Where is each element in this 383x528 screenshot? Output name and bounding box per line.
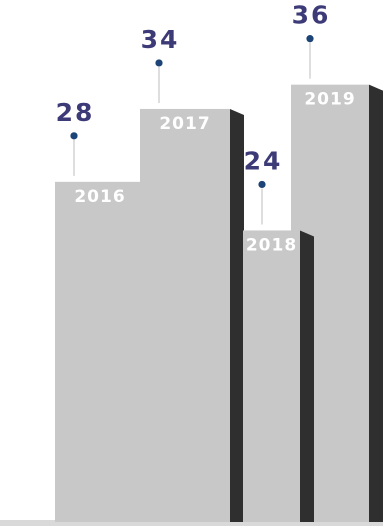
bar-shadow — [369, 84, 383, 522]
value-marker — [70, 132, 78, 140]
bar — [140, 108, 230, 522]
value-marker — [306, 35, 314, 43]
bar-shadow — [230, 108, 244, 522]
bar — [55, 181, 145, 522]
value-label: 34 — [141, 25, 180, 54]
category-label: 2018 — [246, 235, 297, 255]
category-label: 2017 — [159, 114, 210, 134]
value-marker — [258, 180, 266, 189]
bar-shadow — [300, 230, 314, 522]
category-label: 2019 — [304, 90, 355, 110]
value-label: 28 — [56, 98, 95, 127]
category-label: 2016 — [74, 187, 125, 207]
chart-baseline — [0, 520, 383, 526]
bar — [243, 230, 300, 522]
bar-group-2018: 2018 24 — [243, 146, 314, 522]
value-label: 24 — [244, 146, 283, 175]
value-marker — [155, 59, 163, 67]
bar-group-2017: 2017 34 — [140, 25, 244, 522]
value-label: 36 — [292, 1, 331, 30]
